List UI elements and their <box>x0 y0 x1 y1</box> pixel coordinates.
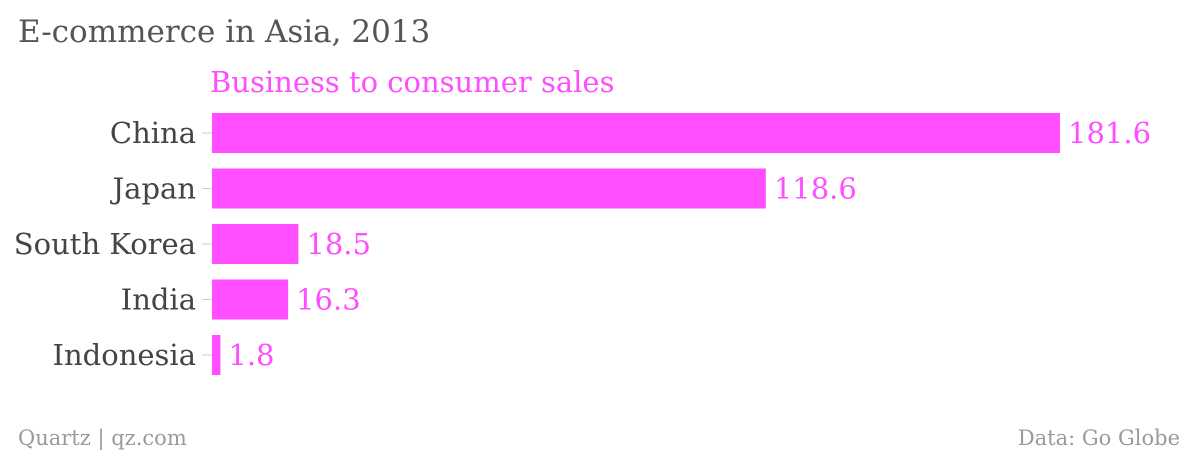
category-label-china: China <box>110 116 196 150</box>
category-label-south-korea: South Korea <box>14 227 196 261</box>
value-label-india: 16.3 <box>296 283 361 317</box>
value-label-china: 181.6 <box>1068 116 1151 150</box>
value-label-japan: 118.6 <box>774 172 857 206</box>
bars-group: China 181.6 Japan 118.6 South Korea 18.5 India… <box>14 113 1151 375</box>
bar-japan <box>212 168 766 209</box>
series-label: Business to consumer sales <box>210 65 614 99</box>
category-label-indonesia: Indonesia <box>53 338 196 372</box>
category-label-india: India <box>121 283 196 317</box>
bar-china <box>212 113 1060 153</box>
source-credit: Quartz | qz.com <box>18 426 187 451</box>
chart-title: E-commerce in Asia, 2013 <box>18 14 430 50</box>
value-label-south-korea: 18.5 <box>306 227 371 261</box>
bar-india <box>212 279 289 320</box>
category-label-japan: Japan <box>110 172 196 206</box>
data-source: Data: Go Globe <box>1018 426 1180 450</box>
bar-south-korea <box>212 224 299 264</box>
bar-indonesia <box>212 335 221 375</box>
value-label-indonesia: 1.8 <box>228 338 274 372</box>
